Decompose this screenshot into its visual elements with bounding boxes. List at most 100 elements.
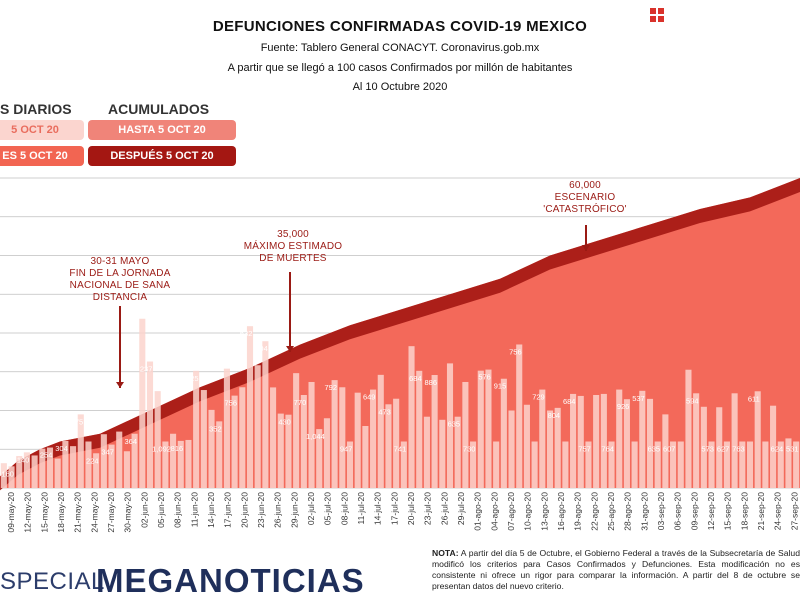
daily-bar xyxy=(631,441,638,488)
bar-value-label: 473 xyxy=(378,407,391,416)
bar-value-label: 531 xyxy=(786,445,799,454)
daily-bar xyxy=(31,455,38,488)
daily-bar xyxy=(754,391,761,488)
x-tick-label: 25-ago-20 xyxy=(606,492,616,531)
bar-value-label: 224 xyxy=(86,456,99,465)
legend-daily-title: S DIARIOS xyxy=(0,101,72,117)
x-tick-label: 08-jun-20 xyxy=(173,492,183,528)
legend-daily-after: ES 5 OCT 20 xyxy=(0,146,84,166)
bar-value-label: 627 xyxy=(717,445,730,454)
bar-value-label: 729 xyxy=(532,393,545,402)
daily-bar xyxy=(439,419,446,488)
bar-value-label: 364 xyxy=(125,437,138,446)
daily-bar xyxy=(154,391,161,488)
x-tick-label: 02-jun-20 xyxy=(139,492,149,528)
daily-bar xyxy=(677,441,684,488)
daily-bar xyxy=(131,433,138,488)
daily-bar xyxy=(570,393,577,488)
daily-bar xyxy=(477,370,484,488)
x-tick-label: 15-sep-20 xyxy=(723,492,733,531)
legend-accum-title: ACUMULADOS xyxy=(108,101,210,117)
x-tick-label: 20-jun-20 xyxy=(239,492,249,528)
daily-bar xyxy=(293,373,300,488)
bar-value-label: 1,044 xyxy=(306,432,325,441)
bar-value-label: 947 xyxy=(340,445,353,454)
annotation-max-estimate: 35,000 MÁXIMO ESTIMADO DE MUERTES xyxy=(243,229,343,264)
x-tick-label: 24-sep-20 xyxy=(773,492,783,531)
chart-source: Fuente: Tablero General CONACYT. Coronav… xyxy=(260,42,540,54)
x-tick-label: 02-jul-20 xyxy=(306,492,316,525)
daily-bar xyxy=(208,409,215,488)
daily-bar xyxy=(485,369,492,488)
daily-bar xyxy=(716,407,723,488)
x-tick-label: 23-jul-20 xyxy=(423,492,433,525)
x-tick-label: 05-jun-20 xyxy=(156,492,166,528)
grid-menu-icon[interactable] xyxy=(650,8,664,22)
bar-value-label: 926 xyxy=(617,402,630,411)
daily-bar xyxy=(393,398,400,488)
daily-bar xyxy=(162,441,169,488)
brand-special: SPECIAL xyxy=(0,568,105,595)
daily-bar xyxy=(370,389,377,488)
x-tick-label: 26-jul-20 xyxy=(439,492,449,525)
daily-bar xyxy=(362,426,369,488)
bar-value-label: 611 xyxy=(748,394,760,403)
daily-bar xyxy=(446,363,454,488)
x-tick-label: 30-may-20 xyxy=(123,492,133,533)
daily-bar xyxy=(16,456,23,488)
x-tick-label: 19-ago-20 xyxy=(573,492,583,531)
x-tick-label: 13-ago-20 xyxy=(539,492,549,531)
daily-bar xyxy=(331,380,338,488)
daily-bar xyxy=(139,318,146,488)
daily-bar xyxy=(585,441,592,488)
bar-value-label: 576 xyxy=(478,373,491,382)
bar-value-label: 237 xyxy=(140,365,153,374)
daily-bar xyxy=(562,441,569,488)
daily-bar xyxy=(554,407,561,488)
methodology-note: NOTA: A partir del día 5 de Octubre, el … xyxy=(432,548,800,591)
daily-bar xyxy=(285,414,292,488)
x-tick-label: 07-ago-20 xyxy=(506,492,516,531)
x-tick-label: 14-jul-20 xyxy=(373,492,383,525)
bar-value-label: 757 xyxy=(578,445,591,454)
x-tick-label: 18-may-20 xyxy=(56,492,66,533)
x-tick-label: 21-sep-20 xyxy=(756,492,766,531)
daily-bar xyxy=(170,433,177,488)
daily-bar xyxy=(746,441,754,488)
daily-bar xyxy=(693,393,700,488)
bar-value-label: 347 xyxy=(101,448,114,457)
arrow-max-estimate-head xyxy=(286,346,294,352)
daily-bar xyxy=(423,416,430,488)
daily-bar xyxy=(685,369,692,488)
x-tick-label: 01-ago-20 xyxy=(473,492,483,531)
daily-bar xyxy=(177,440,184,488)
bar-value-label: 756 xyxy=(225,399,238,408)
daily-bar xyxy=(539,389,546,488)
x-tick-label: 12-sep-20 xyxy=(706,492,716,531)
bar-value-label: 624 xyxy=(771,445,784,454)
bar-value-label: 140 xyxy=(17,455,30,464)
bar-value-label: 684 xyxy=(563,397,576,406)
daily-bar xyxy=(531,441,538,488)
x-tick-label: 09-sep-20 xyxy=(689,492,699,531)
bar-value-label: 804 xyxy=(548,411,561,420)
daily-bar xyxy=(593,395,600,488)
daily-bar xyxy=(546,410,554,488)
daily-bar xyxy=(454,416,461,488)
daily-bar xyxy=(623,399,630,488)
daily-bar xyxy=(346,441,354,488)
bar-value-label: 741 xyxy=(394,445,407,454)
x-tick-label: 29-jun-20 xyxy=(289,492,299,528)
brand-logo: MEGANOTICIAS xyxy=(96,562,365,599)
daily-bar xyxy=(277,413,284,488)
bar-value-label: 625 xyxy=(186,374,199,383)
arrow-may-head xyxy=(116,382,124,388)
x-tick-label: 11-jun-20 xyxy=(189,492,199,528)
daily-bar xyxy=(93,453,100,488)
daily-bar xyxy=(216,421,223,488)
daily-bar xyxy=(470,441,477,488)
daily-bar xyxy=(46,447,54,488)
x-tick-label: 21-may-20 xyxy=(73,492,83,533)
daily-bar xyxy=(616,389,623,488)
